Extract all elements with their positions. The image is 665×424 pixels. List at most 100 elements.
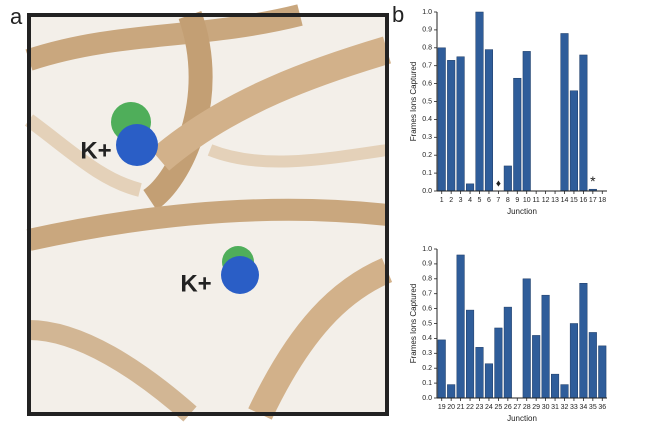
y-tick-label: 0.3 (422, 134, 432, 141)
bar (437, 339, 446, 399)
x-axis-label: Junction (507, 207, 537, 216)
bar (560, 384, 569, 399)
bar (560, 33, 569, 192)
y-tick-label: 0.7 (422, 63, 432, 70)
bar (579, 54, 588, 192)
ion-label: K+ (180, 270, 211, 297)
x-tick-label: 12 (542, 197, 550, 204)
x-tick-label: 36 (598, 404, 606, 411)
ribbon (207, 144, 388, 168)
x-tick-label: 25 (494, 404, 502, 411)
y-tick-label: 0.2 (422, 365, 432, 372)
x-tick-label: 21 (457, 404, 465, 411)
bar (541, 294, 550, 399)
x-tick-label: 23 (476, 404, 484, 411)
x-tick-label: 32 (561, 404, 569, 411)
x-tick-label: 18 (598, 197, 606, 204)
y-tick-label: 0.6 (422, 80, 432, 87)
bar (579, 283, 588, 399)
bar (456, 254, 465, 399)
molecule-render (24, 4, 393, 422)
x-tick-label: 34 (579, 404, 587, 411)
y-tick-label: 0.3 (422, 350, 432, 357)
ribbon (26, 198, 389, 251)
y-tick-label: 0.9 (422, 27, 432, 34)
y-axis-label: Frames Ions Captured (409, 284, 418, 364)
x-tick-label: 26 (504, 404, 512, 411)
bar (466, 183, 475, 192)
bar (503, 306, 512, 399)
x-tick-label: 13 (551, 197, 559, 204)
bar (475, 347, 484, 399)
x-tick-label: 35 (589, 404, 597, 411)
y-axis-label: Frames Ions Captured (409, 62, 418, 142)
ribbon (25, 4, 303, 71)
x-tick-label: 28 (523, 404, 531, 411)
annotation: * (590, 173, 596, 189)
x-tick-label: 7 (496, 197, 500, 204)
x-tick-label: 2 (449, 197, 453, 204)
x-tick-label: 1 (440, 197, 444, 204)
x-tick-label: 24 (485, 404, 493, 411)
bar (456, 56, 465, 192)
x-tick-label: 19 (438, 404, 446, 411)
x-tick-label: 30 (542, 404, 550, 411)
y-tick-label: 0.1 (422, 170, 432, 177)
bar (466, 309, 475, 399)
ion-sphere (221, 256, 259, 294)
bar (522, 278, 531, 399)
y-tick-label: 0.0 (422, 395, 432, 402)
y-tick-label: 0.5 (422, 98, 432, 105)
bar (532, 335, 541, 399)
x-tick-label: 15 (570, 197, 578, 204)
x-tick-label: 11 (533, 197, 540, 204)
x-tick-label: 29 (532, 404, 540, 411)
x-tick-label: 22 (466, 404, 474, 411)
ribbon (248, 258, 393, 420)
ion-sphere (116, 124, 158, 166)
x-tick-label: 5 (478, 197, 482, 204)
ribbon (28, 320, 197, 422)
bar (569, 323, 578, 399)
x-tick-label: 14 (561, 197, 569, 204)
y-tick-label: 0.4 (422, 116, 432, 123)
bar (437, 47, 446, 192)
y-tick-label: 0.7 (422, 291, 432, 298)
y-tick-label: 0.6 (422, 305, 432, 312)
y-tick-label: 0.8 (422, 276, 432, 283)
annotation: ♦ (496, 179, 501, 190)
panel-label: b (392, 2, 404, 27)
x-tick-label: 9 (515, 197, 519, 204)
x-tick-label: 10 (523, 197, 531, 204)
x-tick-label: 16 (579, 197, 587, 204)
bar (494, 327, 503, 399)
x-tick-label: 31 (551, 404, 559, 411)
panel-label: a (10, 4, 23, 29)
bar (598, 345, 607, 399)
y-tick-label: 0.8 (422, 45, 432, 52)
y-tick-label: 0.4 (422, 335, 432, 342)
y-tick-label: 0.5 (422, 320, 432, 327)
x-tick-label: 33 (570, 404, 578, 411)
bar (588, 332, 597, 399)
bar (569, 90, 578, 192)
render-frame (27, 13, 389, 416)
bar (447, 60, 456, 192)
ribbon (24, 114, 142, 197)
bar (513, 77, 522, 192)
bar (484, 49, 493, 192)
bar (551, 373, 560, 399)
x-axis-label: Junction (507, 414, 537, 423)
bar (522, 51, 531, 192)
x-tick-label: 20 (447, 404, 455, 411)
x-tick-label: 6 (487, 197, 491, 204)
bar (447, 384, 456, 399)
y-tick-label: 0.9 (422, 261, 432, 268)
ion-label: K+ (80, 137, 111, 164)
x-tick-label: 17 (589, 197, 597, 204)
ribbon (150, 36, 392, 171)
x-tick-label: 8 (506, 197, 510, 204)
bar (503, 165, 512, 192)
y-tick-label: 0.2 (422, 152, 432, 159)
bar (484, 363, 493, 399)
